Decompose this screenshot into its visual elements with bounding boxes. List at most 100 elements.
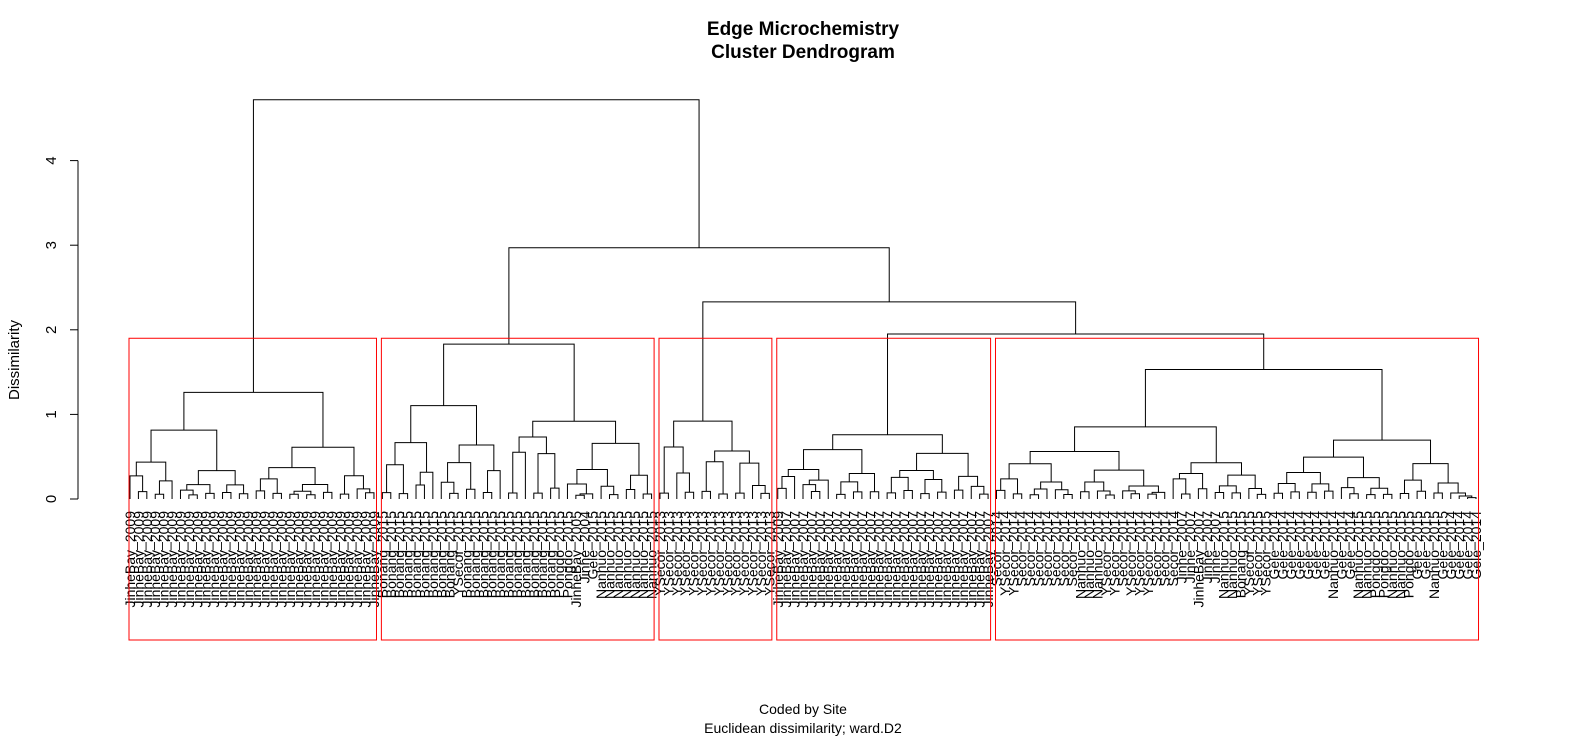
tree-branch: [512, 451, 526, 499]
tree-branch: [419, 471, 434, 499]
tree-branch: [518, 436, 547, 454]
y-tick-label: 1: [43, 410, 60, 418]
tree-branch: [1231, 492, 1241, 499]
tree-branch: [339, 493, 350, 499]
leaf-label: JinheBay_2009: [341, 511, 357, 608]
tree-branch: [1227, 474, 1256, 489]
tree-branch: [924, 479, 943, 494]
leaf-label: Bonang_2015: [526, 511, 542, 598]
leaf-label: Jinhe_2007: [1207, 511, 1223, 584]
leaf-label: Bonang_2015: [400, 511, 416, 598]
tree-branch: [887, 333, 1265, 435]
leaf-label: JinheBay_2007: [778, 511, 794, 608]
leaf-labels: JinheBay_2009JinheBay_2009JinheBay_2009J…: [122, 511, 1484, 608]
tree-branch: [739, 462, 760, 494]
leaf-label: YSecor_2013: [677, 511, 693, 596]
leaf-label: JinheBay_2009: [315, 511, 331, 608]
cluster-box: [776, 337, 992, 641]
leaf-label: JinheBay_2009: [290, 511, 306, 608]
leaf-label: Jinhe_2004: [576, 511, 592, 584]
leaf-label: YSecor_2015: [450, 511, 466, 596]
cluster-box: [380, 337, 655, 641]
leaf-label: Bonang_2015: [501, 511, 517, 598]
tree-branch: [852, 491, 863, 499]
leaf-label: Secor_2014: [1022, 511, 1038, 587]
leaf-label: JinheBay_2007: [938, 511, 954, 608]
tree-branch: [1012, 493, 1023, 499]
leaf-label: Gele_2014: [1275, 511, 1291, 580]
tree-branch: [566, 483, 587, 499]
tree-branch: [840, 481, 859, 495]
tree-branch: [832, 434, 943, 454]
leaf-label: Jinhe_2007: [1199, 511, 1215, 584]
tree-branch: [532, 420, 617, 444]
tree-branch: [1084, 481, 1105, 492]
leaf-label: Gele_2014: [1317, 511, 1333, 580]
leaf-label: Nanhuo_2015: [1392, 511, 1408, 599]
leaf-label: YSecor_2013: [753, 511, 769, 596]
leaf-label: Bonang_2015: [374, 511, 390, 598]
leaf-label: JinheBay_2009: [332, 511, 348, 608]
tree-branch: [1412, 463, 1449, 483]
tree-branch: [135, 461, 167, 481]
leaf-label: YSecor_2014: [1140, 511, 1156, 596]
tree-branch: [760, 492, 770, 499]
leaf-label: YSecor_2014: [1005, 511, 1021, 596]
leaf-label: JinheBay_2007: [963, 511, 979, 608]
tree-branch: [937, 491, 947, 499]
leaf-label: Gele_2014: [1308, 511, 1324, 580]
tree-branch: [995, 489, 1006, 499]
tree-branch: [222, 491, 232, 499]
tree-branch: [1467, 497, 1477, 499]
leaf-label: JinheBay_2009: [307, 511, 323, 608]
leaf-label: JinheBay_2009: [181, 511, 197, 608]
tree-branch: [508, 492, 518, 499]
leaf-label: Bonang_2015: [459, 511, 475, 598]
tree-branch: [1130, 493, 1140, 499]
leaf-label: Nanhuo_2014: [1089, 511, 1105, 599]
tree-branch: [356, 488, 371, 499]
tree-branch: [684, 491, 695, 499]
leaf-label: YSecor_2013: [728, 511, 744, 596]
tree-branch: [810, 491, 821, 499]
tree-branch: [188, 494, 198, 499]
leaf-label: YSecor_2013: [736, 511, 752, 596]
tree-branch: [705, 461, 724, 494]
leaf-label: JinheBay_2009: [139, 511, 155, 608]
leaf-label: Pongdo_2015: [1375, 511, 1391, 598]
leaf-label: Nanhuo_2015: [618, 511, 634, 599]
tree-branch: [1290, 491, 1300, 499]
leaf-label: JinheBay_2007: [854, 511, 870, 608]
leaf-label: JinheBay_2007: [879, 511, 895, 608]
leaf-label: JinheBay_2007: [913, 511, 929, 608]
leaf-label: Nanhuo_2015: [1426, 511, 1442, 599]
leaf-label: JinheBay_2009: [273, 511, 289, 608]
tree-branch: [449, 492, 459, 499]
tree-branch: [1000, 478, 1019, 494]
leaf-label: Bonang_2015: [492, 511, 508, 598]
leaf-label: Nanhuo_2014: [1325, 511, 1341, 599]
leaf-label: YSecor_2013: [652, 511, 668, 596]
tree-branch: [1029, 494, 1040, 499]
tree-branch: [386, 464, 404, 494]
leaf-label: JinheBay_2009: [147, 511, 163, 608]
leaf-label: Bonang_2015: [433, 511, 449, 598]
tree-branch: [365, 492, 375, 499]
leaf-label: YSecor_2013: [745, 511, 761, 596]
y-axis-label: Dissimilarity: [6, 320, 23, 400]
tree-branch: [1151, 491, 1166, 499]
leaf-label: JinheBay_2009: [299, 511, 315, 608]
leaf-label: Secor_2014: [1157, 511, 1173, 587]
leaf-label: YSecor_2013: [660, 511, 676, 596]
tree-branch: [1370, 487, 1389, 495]
leaf-label: Gele_2014: [1333, 511, 1349, 580]
leaf-label: YSecor_2014: [1123, 511, 1139, 596]
tree-branch: [886, 492, 897, 499]
tree-branch: [1277, 482, 1296, 494]
tree-branch: [1178, 472, 1204, 489]
tree-branch: [466, 488, 476, 499]
tree-branch: [1349, 493, 1359, 499]
leaf-label: Nanhuo_2015: [1350, 511, 1366, 599]
tree-branch: [787, 469, 820, 481]
leaf-label: JinheBay_2009: [130, 511, 146, 608]
